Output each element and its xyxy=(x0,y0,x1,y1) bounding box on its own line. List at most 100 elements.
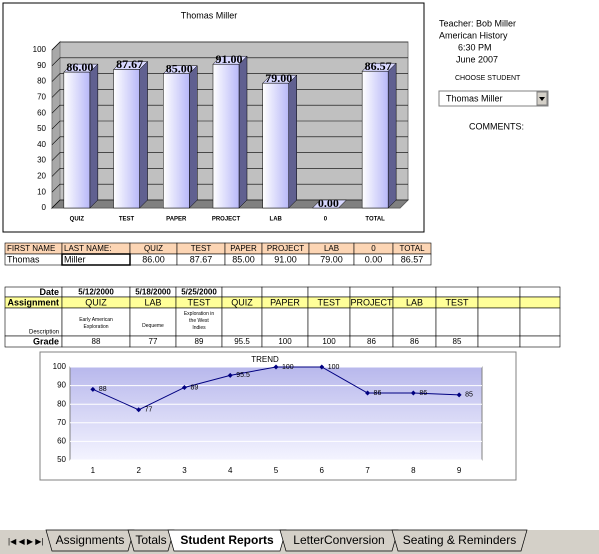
x-tick-label: 3 xyxy=(182,466,187,475)
cell xyxy=(435,286,479,298)
cell xyxy=(392,286,437,298)
x-tick-label: 4 xyxy=(228,466,233,475)
cell-text: 86.00 xyxy=(142,254,165,264)
value-label: 95.5 xyxy=(236,372,250,379)
x-tick-label: 8 xyxy=(411,466,416,475)
cell-text: Miller xyxy=(64,254,86,264)
sheet-tab[interactable] xyxy=(391,529,528,552)
cell-text: PROJECT xyxy=(267,244,304,253)
y-tick-label: 20 xyxy=(37,172,46,181)
point xyxy=(273,364,279,370)
x-tick-label: LAB xyxy=(270,217,283,223)
value-label: 0.00 xyxy=(318,196,339,210)
bar-chart-title: Thomas Miller xyxy=(181,10,238,20)
sheet-tab[interactable] xyxy=(167,529,287,552)
bar-side xyxy=(288,74,297,209)
value-label: 77 xyxy=(145,407,153,414)
cell xyxy=(307,286,351,298)
sheet-tab[interactable] xyxy=(127,529,175,552)
cell xyxy=(392,253,432,266)
x-tick-label: 6 xyxy=(320,466,325,475)
bar-side xyxy=(189,65,198,209)
value-label: 91.00 xyxy=(216,52,243,66)
y-tick-label: 80 xyxy=(57,399,66,408)
cell xyxy=(221,286,263,298)
value-label: 88 xyxy=(99,386,107,393)
cell-text: 91.00 xyxy=(274,254,297,264)
cell xyxy=(519,307,561,337)
sheet-tab-label: Totals xyxy=(135,533,166,547)
date: June 2007 xyxy=(456,54,498,64)
value-label: 87.67 xyxy=(116,57,143,71)
y-tick-label: 70 xyxy=(57,418,66,427)
x-tick-label: PAPER xyxy=(166,217,187,223)
cell xyxy=(477,307,521,337)
choose-label: CHOOSE STUDENT xyxy=(455,75,521,82)
value-label: 85.00 xyxy=(166,61,193,75)
cell-text: LAST NAME: xyxy=(64,244,111,253)
value-label: 79.00 xyxy=(265,71,292,85)
x-tick-label: 1 xyxy=(91,466,96,475)
cell xyxy=(477,286,521,298)
point xyxy=(227,372,233,378)
cell-text: 0.00 xyxy=(365,254,383,264)
cell-text: 86 xyxy=(367,337,376,346)
cell xyxy=(261,307,309,337)
point xyxy=(410,390,416,396)
cell-text: 86 xyxy=(410,337,419,346)
cell-text: TEST xyxy=(187,297,211,307)
cell-text: LAB xyxy=(144,297,161,307)
cell xyxy=(349,286,394,298)
value-label: 89 xyxy=(190,384,198,391)
cell-text: 100 xyxy=(278,337,292,346)
cell-text: QUIZ xyxy=(144,244,163,253)
bar-side xyxy=(387,62,397,209)
cell xyxy=(129,307,177,337)
time: 6:30 PM xyxy=(458,42,492,52)
value-label: 86 xyxy=(419,390,427,397)
row-label: Assignment xyxy=(7,297,59,307)
cell-text: PAPER xyxy=(230,244,257,253)
tab-nav[interactable]: |◀ ◀ ▶ ▶| xyxy=(8,537,43,546)
student-dropdown[interactable] xyxy=(438,90,549,107)
bar-side xyxy=(139,60,148,209)
value-label: 85 xyxy=(465,392,473,399)
cell xyxy=(477,335,521,348)
value-label: 86 xyxy=(374,390,382,397)
grid-line xyxy=(51,73,408,82)
cell-text: FIRST NAME xyxy=(7,244,55,253)
point xyxy=(90,386,96,392)
cell-text: 95.5 xyxy=(234,337,250,346)
grid-line xyxy=(51,41,408,51)
x-tick-label: 7 xyxy=(365,466,370,475)
teacher: Teacher: Bob Miller xyxy=(439,18,516,28)
sheet-tab[interactable] xyxy=(279,529,399,552)
cell-text: 77 xyxy=(149,337,158,346)
cell-text: 86.57 xyxy=(401,254,424,264)
cell-text: PAPER xyxy=(270,297,300,307)
bar xyxy=(163,73,190,209)
cell xyxy=(435,307,479,337)
x-tick-label: 2 xyxy=(136,466,141,475)
row-label: Grade xyxy=(33,336,59,346)
y-tick-label: 0 xyxy=(42,203,47,212)
y-tick-label: 90 xyxy=(37,61,46,70)
plot-area xyxy=(69,366,483,461)
cell xyxy=(392,307,437,337)
cell-text: QUIZ xyxy=(231,297,253,307)
cell-text: 5/25/2000 xyxy=(181,288,217,297)
value-label: 100 xyxy=(328,364,340,371)
bar xyxy=(361,70,389,209)
sheet-tab[interactable] xyxy=(45,529,135,552)
cell-text: TEST xyxy=(317,297,341,307)
y-tick-label: 100 xyxy=(33,45,47,54)
cell-text: 85.00 xyxy=(232,254,255,264)
cell-text: TEST xyxy=(191,244,212,253)
x-tick-label: 5 xyxy=(274,466,279,475)
student-selected: Thomas Miller xyxy=(446,93,503,103)
point xyxy=(181,384,187,390)
value-label: 100 xyxy=(282,364,294,371)
cell xyxy=(519,296,561,309)
bar-side xyxy=(238,55,248,209)
sheet-tab-label: Seating & Reminders xyxy=(403,533,516,547)
